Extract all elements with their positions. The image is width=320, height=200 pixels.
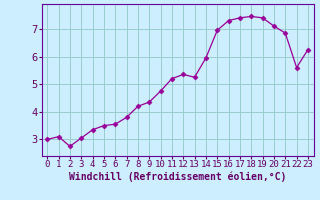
X-axis label: Windchill (Refroidissement éolien,°C): Windchill (Refroidissement éolien,°C) (69, 172, 286, 182)
